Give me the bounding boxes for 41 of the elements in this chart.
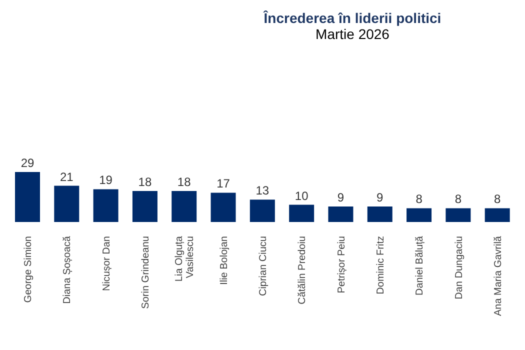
chart-title: Încrederea în liderii politici: [262, 10, 442, 26]
bar: [484, 208, 510, 222]
data-label: 19: [99, 173, 113, 188]
bar: [172, 190, 197, 222]
x-tick-label: Dan Dungaciu: [454, 236, 465, 300]
bar: [15, 172, 40, 222]
data-label: 18: [177, 174, 192, 189]
bar: [328, 206, 354, 222]
chart-subtitle: Martie 2026: [314, 26, 390, 42]
data-label: 9: [376, 190, 384, 204]
bar: [446, 208, 471, 222]
bar: [210, 192, 236, 222]
data-label: 9: [337, 190, 344, 204]
x-tick-label: Daniel Băluță: [414, 236, 426, 296]
data-label: 17: [216, 176, 230, 191]
x-tick-label: Diana Șoșoacă: [62, 236, 74, 304]
data-label: 10: [294, 188, 309, 203]
x-tick-label: Sorin Grindeanu: [140, 236, 152, 309]
x-tick-label: Cătălin Predoiu: [297, 236, 308, 304]
x-tick-label: George Simion: [23, 236, 34, 303]
data-label: 13: [256, 184, 270, 198]
bar: [250, 200, 275, 222]
data-label: 8: [416, 192, 423, 206]
bar: [289, 204, 314, 222]
x-tick-label: Dominic Fritz: [375, 236, 386, 294]
bar: [93, 189, 118, 222]
x-tick-label: Ilie Bolojan: [218, 236, 230, 285]
x-tick-label: Nicușor Dan: [101, 236, 112, 292]
data-label: 21: [60, 170, 74, 184]
x-tick-label: Ana Maria Gavrilă: [492, 236, 504, 316]
bar: [406, 208, 432, 222]
data-label: 18: [138, 174, 152, 189]
data-label: 29: [20, 156, 34, 170]
bar: [54, 186, 80, 222]
data-label: 8: [454, 192, 462, 206]
bar: [132, 190, 158, 222]
x-tick-label: Petrișor Peiu: [336, 236, 348, 294]
x-tick-label: Lia Olguța Vasilescu: [174, 236, 196, 282]
data-label: 8: [494, 192, 501, 206]
bar: [367, 206, 392, 222]
x-tick-label: Ciprian Ciucu: [258, 236, 269, 296]
